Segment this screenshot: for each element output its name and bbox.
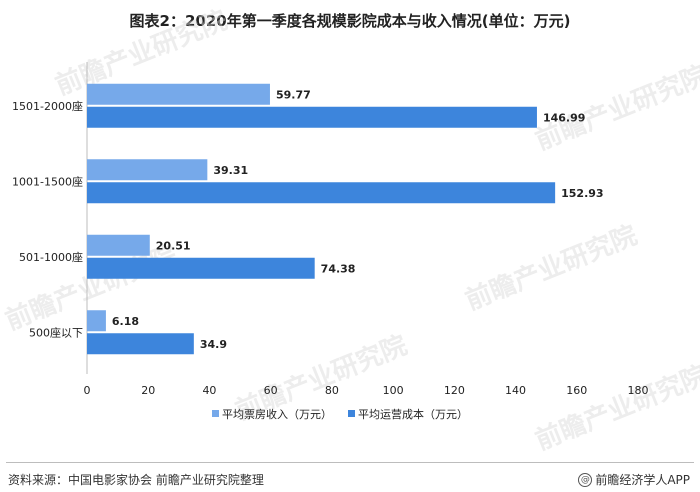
bar: [87, 83, 270, 105]
x-tick-label: 160: [566, 384, 587, 397]
data-label: 146.99: [543, 111, 585, 124]
footer: 资料来源：中国电影家协会 前瞻产业研究院整理 @ 前瞻经济学人APP: [0, 462, 700, 492]
x-tick-label: 40: [202, 384, 216, 397]
bar: [87, 257, 315, 279]
bar: [87, 234, 150, 256]
bar: [87, 106, 537, 128]
x-tick-label: 120: [444, 384, 465, 397]
data-label: 39.31: [213, 164, 248, 177]
legend-label: 平均运营成本（万元）: [358, 407, 468, 421]
data-label: 59.77: [276, 88, 311, 101]
x-tick-label: 140: [505, 384, 526, 397]
y-tick-label: 500座以下: [29, 325, 83, 339]
bar: [87, 333, 194, 355]
x-tick-label: 60: [264, 384, 278, 397]
source-note: 资料来源：中国电影家协会 前瞻产业研究院整理: [8, 473, 264, 487]
data-label: 20.51: [156, 239, 191, 252]
bar: [87, 310, 106, 332]
legend-swatch: [348, 410, 355, 417]
brand-logo-icon: @: [578, 472, 593, 487]
footer-divider: [6, 462, 694, 463]
x-tick-label: 20: [141, 384, 155, 397]
x-tick-label: 100: [383, 384, 404, 397]
brand-label: 前瞻经济学人APP: [595, 473, 690, 487]
data-label: 74.38: [321, 262, 356, 275]
x-tick-label: 180: [628, 384, 649, 397]
y-tick-label: 1001-1500座: [12, 174, 83, 188]
x-tick-label: 80: [325, 384, 339, 397]
bar: [87, 182, 556, 204]
data-label: 34.9: [200, 338, 227, 351]
y-tick-label: 501-1000座: [19, 250, 83, 264]
y-tick-label: 1501-2000座: [12, 99, 83, 113]
data-label: 6.18: [112, 315, 139, 328]
legend-swatch: [212, 410, 219, 417]
x-tick-label: 0: [84, 384, 91, 397]
data-label: 152.93: [561, 187, 603, 200]
brand: @ 前瞻经济学人APP: [578, 471, 690, 488]
legend-label: 平均票房收入（万元）: [222, 407, 332, 421]
bar: [87, 159, 208, 181]
chart-title: 图表2：2020年第一季度各规模影院成本与收入情况(单位：万元): [129, 12, 571, 30]
